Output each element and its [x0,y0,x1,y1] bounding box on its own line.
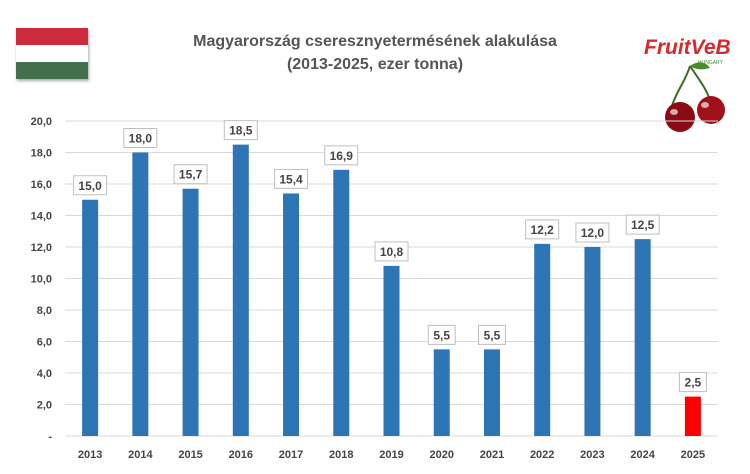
data-label-box [427,324,456,345]
x-tick-label: 2013 [78,449,102,461]
data-label: 16,9 [330,149,354,163]
data-label: 10,8 [380,245,404,259]
data-label: 15,0 [78,179,102,193]
x-tick-label: 2018 [329,449,353,461]
hungary-flag-icon [16,28,88,79]
bar-2024 [634,239,651,436]
data-label: 12,0 [581,226,605,240]
bar-2020 [433,349,450,436]
bar-2023 [584,247,601,436]
x-tick-label: 2023 [580,449,604,461]
y-tick-label: 4,0 [37,368,52,380]
cherries-icon [665,62,725,132]
data-label-box [123,128,158,148]
bar-2025 [684,396,701,436]
logo-subtext: HUNGARY [698,60,724,66]
x-tick-label: 2014 [128,449,153,461]
y-tick-label: 12,0 [31,242,52,254]
data-label: 5,5 [433,328,450,342]
y-tick-label: 6,0 [37,337,52,349]
data-labels: 15,0 18,0 15,7 18,5 15,4 16,9 10,8 5,5 5,5 12,2 12… [73,120,707,393]
y-tick-label: 16,0 [31,179,52,191]
bar-2021 [483,349,500,436]
chart-subtitle: (2013-2025, ezer tonna) [286,56,464,73]
data-label: 2,5 [685,376,702,390]
y-axis-ticks: - 2,0 4,0 6,0 8,0 10,0 12,0 14,0 16,0 18,0 20,0 [31,116,53,443]
data-label: 15,7 [179,168,203,182]
data-label-box [274,168,309,189]
bar-2022 [534,243,551,436]
data-label: 15,4 [279,172,303,186]
x-tick-label: 2024 [630,449,655,461]
flag-stripe-white [16,45,88,62]
y-tick-label: 20,0 [31,116,52,128]
data-label-box [73,175,108,196]
chart-title: Magyarország cseresznyetermésének alakul… [193,33,557,50]
bar-2014 [132,152,149,436]
bar-2016 [232,144,249,436]
data-label: 5,5 [484,328,501,342]
data-label-box [374,241,409,262]
bar-2017 [283,193,300,436]
bars [82,144,701,436]
x-tick-label: 2015 [178,449,202,461]
bar-2018 [333,169,350,436]
y-tick-label: 18,0 [31,148,52,160]
data-label-box [173,164,208,185]
data-label: 12,2 [531,223,555,237]
data-label-box [525,219,560,240]
fruitveb-logo: FruitVeB HUNGARY [644,36,731,132]
x-tick-label: 2020 [429,449,453,461]
x-tick-label: 2017 [279,449,303,461]
x-tick-label: 2019 [379,449,403,461]
data-label-box [625,214,660,235]
y-tick-label: 2,0 [37,400,52,412]
data-label: 12,5 [631,218,655,232]
data-label: 18,5 [229,124,253,138]
logo-text: FruitVeB [644,36,731,59]
data-label-box [575,222,610,243]
y-tick-label: 14,0 [31,211,52,223]
x-axis-ticks: 2013 2014 2015 2016 2017 2018 2019 2020 2021 2022… [78,449,705,461]
x-tick-label: 2025 [681,449,705,461]
data-label: 18,0 [129,132,153,146]
flag-stripe-green [16,62,88,79]
bar-2019 [383,265,400,436]
y-tick-label: 8,0 [37,305,52,317]
y-tick-label: - [48,431,52,443]
data-label-box [223,120,258,141]
x-tick-label: 2016 [229,449,253,461]
x-tick-label: 2021 [480,449,504,461]
data-label-box [477,324,506,345]
x-tick-label: 2022 [530,449,554,461]
y-tick-label: 10,0 [31,274,52,286]
bar-2015 [182,188,199,436]
data-label-box [324,145,359,166]
bar-2013 [82,199,99,436]
flag-stripe-red [16,28,88,45]
data-label-box [678,372,707,393]
